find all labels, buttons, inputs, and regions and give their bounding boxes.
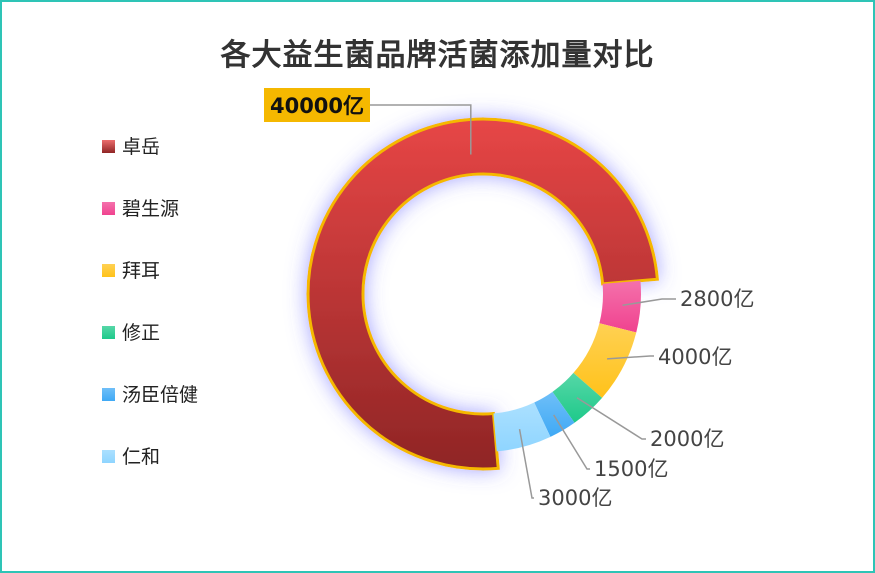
slice-labels: 40000亿 2800亿 4000亿 2000亿 1500亿 3000亿 <box>264 88 754 510</box>
legend-label: 仁和 <box>122 446 161 468</box>
legend-swatch <box>102 201 115 215</box>
slice-baier[interactable] <box>573 323 637 398</box>
legend-label: 汤臣倍健 <box>122 384 199 406</box>
legend-label: 拜耳 <box>122 260 161 282</box>
legend-swatch <box>102 387 115 401</box>
legend-label: 修正 <box>122 322 161 344</box>
slice-tangchenbeijian[interactable] <box>534 391 575 437</box>
legend-item-bishengyuan[interactable]: 碧生源 <box>102 194 180 220</box>
slice-renhe[interactable] <box>493 402 551 452</box>
data-label-renhe: 3000亿 <box>538 486 612 510</box>
data-label-zhuoyue: 40000亿 <box>270 94 364 118</box>
data-label-tangchenbeijian: 1500亿 <box>594 457 668 481</box>
slice-bishengyuan[interactable] <box>599 280 641 333</box>
legend-swatch <box>102 449 115 463</box>
data-label-xiuzheng: 2000亿 <box>650 427 724 451</box>
leader-line <box>607 355 654 360</box>
highlight-label-box <box>264 88 370 122</box>
data-label-baier: 4000亿 <box>658 345 732 369</box>
legend-swatch <box>102 325 115 339</box>
leader-line <box>576 397 646 440</box>
legend-item-baier[interactable]: 拜耳 <box>102 256 161 282</box>
legend-label: 卓岳 <box>122 136 161 158</box>
leader-line <box>518 429 534 499</box>
leader-line <box>553 414 590 470</box>
legend-label: 碧生源 <box>122 198 180 220</box>
legend-item-tangchenbeijian[interactable]: 汤臣倍健 <box>102 380 199 406</box>
data-label-bishengyuan: 2800亿 <box>680 287 754 311</box>
legend-item-zhuoyue[interactable]: 卓岳 <box>102 132 161 158</box>
legend-item-renhe[interactable]: 仁和 <box>102 442 161 468</box>
leader-line <box>622 298 676 307</box>
leader-line <box>370 104 472 155</box>
slice-zhuoyue[interactable] <box>306 117 660 471</box>
legend-item-xiuzheng[interactable]: 修正 <box>102 318 161 344</box>
legend-swatch <box>102 263 115 277</box>
legend-swatch <box>102 139 115 153</box>
slices <box>306 117 660 471</box>
chart-title: 各大益生菌品牌活菌添加量对比 <box>220 38 655 73</box>
